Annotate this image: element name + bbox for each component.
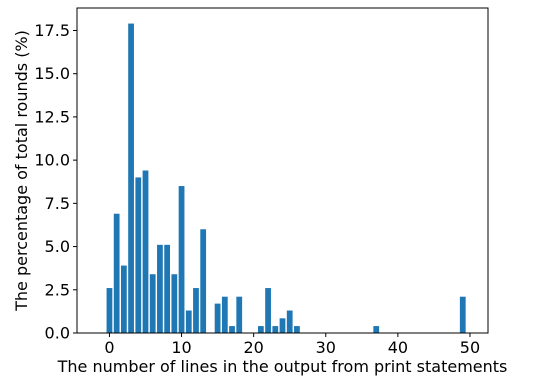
- y-tick-label: 0.0: [45, 324, 70, 343]
- x-tick-label: 40: [388, 338, 408, 357]
- bar-5: [142, 170, 149, 333]
- bar-17: [229, 326, 235, 333]
- bar-15: [214, 303, 221, 333]
- y-tick-label: 7.5: [45, 194, 70, 213]
- x-axis-ticks: 0 10 20 30 40 50: [104, 333, 480, 357]
- bar-21: [257, 326, 264, 333]
- y-tick-label: 5.0: [45, 237, 70, 256]
- bars-group: [106, 23, 466, 334]
- x-tick-label: 50: [460, 338, 480, 357]
- bar-7: [157, 244, 163, 333]
- y-tick-label: 2.5: [45, 280, 70, 299]
- bar-12: [193, 288, 199, 333]
- bar-11: [185, 310, 192, 333]
- bar-9: [171, 274, 178, 333]
- bar-10: [178, 186, 185, 333]
- x-tick-label: 30: [316, 338, 336, 357]
- y-tick-label: 17.5: [34, 21, 70, 40]
- bar-3: [128, 23, 134, 334]
- bar-4: [135, 177, 142, 333]
- bar-23: [272, 326, 279, 333]
- bar-26: [294, 326, 300, 333]
- y-tick-label: 12.5: [34, 107, 70, 126]
- bar-37: [373, 326, 380, 333]
- bar-6: [149, 274, 156, 333]
- x-tick-label: 0: [104, 338, 114, 357]
- x-tick-label: 20: [243, 338, 263, 357]
- y-axis-ticks: 0.0 2.5 5.0 7.5 10.0 12.5 15.0 17.5: [34, 21, 77, 343]
- x-tick-label: 10: [171, 338, 191, 357]
- bar-49: [459, 296, 466, 333]
- y-tick-label: 15.0: [34, 64, 70, 83]
- bar-2: [120, 265, 127, 333]
- bar-22: [265, 288, 271, 333]
- bar-24: [279, 318, 286, 333]
- bar-25: [286, 310, 293, 333]
- bar-13: [200, 229, 207, 333]
- bar-18: [236, 296, 243, 333]
- bar-1: [113, 213, 120, 333]
- y-tick-label: 10.0: [34, 151, 70, 170]
- bar-0: [106, 288, 113, 333]
- x-axis-label: The number of lines in the output from p…: [57, 357, 508, 376]
- bar-8: [164, 244, 171, 333]
- bar-16: [221, 296, 228, 333]
- plot-frame: [76, 7, 489, 334]
- y-axis-label: The percentage of total rounds (%): [12, 30, 31, 312]
